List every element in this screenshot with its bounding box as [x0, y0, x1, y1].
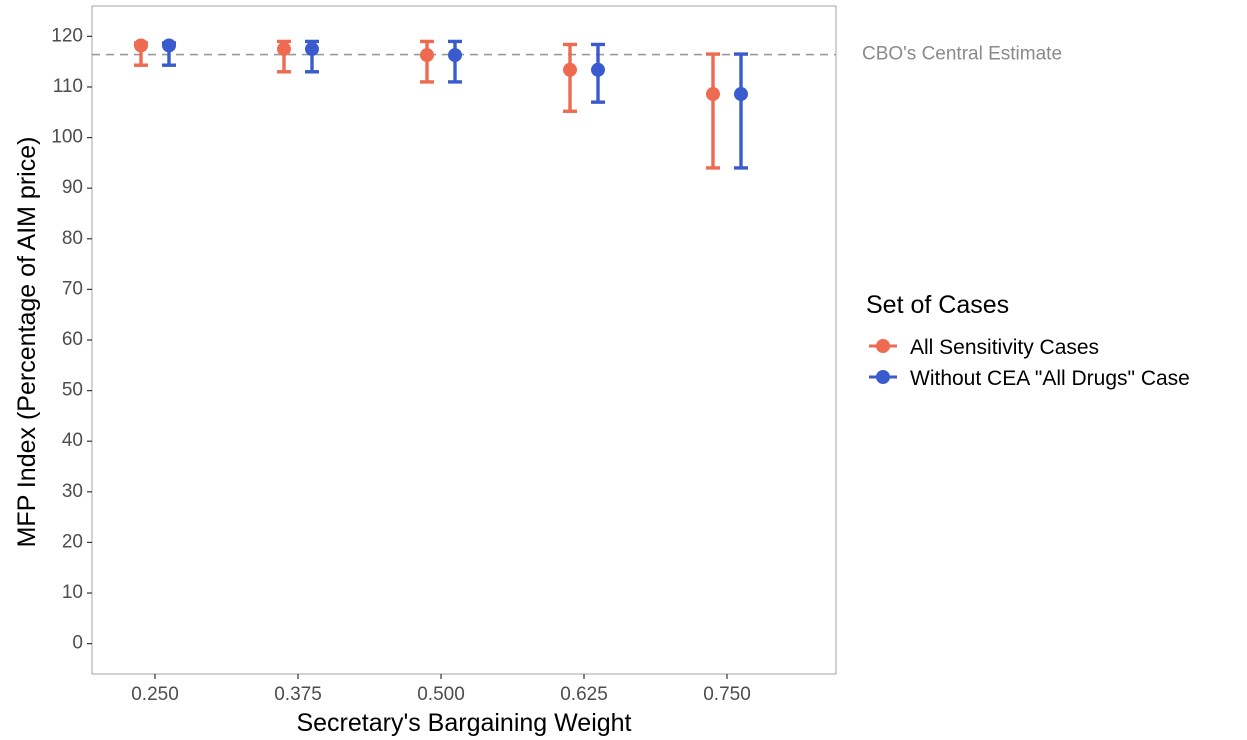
error-bar-group	[277, 39, 291, 74]
plot-panel	[91, 5, 837, 675]
legend-title: Set of Cases	[866, 291, 1009, 319]
error-bar-group	[591, 42, 605, 104]
error-bar-group	[563, 42, 577, 113]
legend: Set of Cases All Sensitivity Cases Witho…	[866, 291, 1190, 390]
error-bar-group	[420, 39, 434, 84]
error-bars	[134, 38, 748, 170]
y-tick-label: 90	[62, 177, 83, 198]
legend-key-dot	[876, 370, 890, 384]
error-bar-group	[448, 39, 462, 84]
y-axis: 0 10 20 30 40 50 60 70 80 90 100 110 120	[51, 25, 92, 654]
error-bar-group	[734, 52, 748, 170]
error-bar-group	[706, 52, 720, 170]
legend-label-without-cea: Without CEA "All Drugs" Case	[910, 367, 1190, 390]
data-point	[420, 48, 434, 63]
data-point	[563, 62, 577, 77]
data-point	[448, 48, 462, 63]
x-tick-label: 0.625	[560, 684, 608, 705]
legend-key-dot	[876, 339, 890, 353]
reference-line-label: CBO's Central Estimate	[862, 44, 1062, 65]
y-tick-label: 40	[62, 430, 83, 451]
error-bar-group	[162, 38, 176, 67]
y-tick-label: 120	[51, 25, 83, 46]
y-tick-label: 70	[62, 278, 83, 299]
data-point	[134, 38, 148, 53]
x-tick-label: 0.375	[274, 684, 322, 705]
data-point	[734, 87, 748, 102]
legend-item-without-cea: Without CEA "All Drugs" Case	[869, 367, 1190, 390]
y-tick-label: 20	[62, 531, 83, 552]
y-tick-label: 0	[72, 633, 83, 654]
data-point	[162, 38, 176, 53]
data-point	[305, 42, 319, 57]
x-tick-label: 0.250	[131, 684, 179, 705]
error-bar-group	[134, 38, 148, 67]
x-tick-label: 0.750	[703, 684, 751, 705]
data-point	[591, 62, 605, 77]
y-tick-label: 50	[62, 380, 83, 401]
x-tick-label: 0.500	[417, 684, 465, 705]
error-bar-group	[305, 39, 319, 74]
legend-label-all-sensitivity: All Sensitivity Cases	[910, 336, 1099, 359]
y-tick-label: 80	[62, 228, 83, 249]
y-tick-label: 110	[53, 76, 83, 97]
data-point	[706, 87, 720, 102]
y-tick-label: 30	[62, 481, 83, 502]
y-tick-label: 100	[51, 127, 83, 148]
y-tick-label: 10	[62, 582, 83, 603]
y-axis-title: MFP Index (Percentage of AIM price)	[13, 137, 41, 548]
data-point	[277, 42, 291, 57]
legend-item-all-sensitivity: All Sensitivity Cases	[869, 336, 1099, 359]
x-axis-title: Secretary's Bargaining Weight	[296, 709, 631, 737]
y-tick-label: 60	[62, 329, 83, 350]
x-axis: 0.250 0.375 0.500 0.625 0.750	[131, 674, 751, 705]
